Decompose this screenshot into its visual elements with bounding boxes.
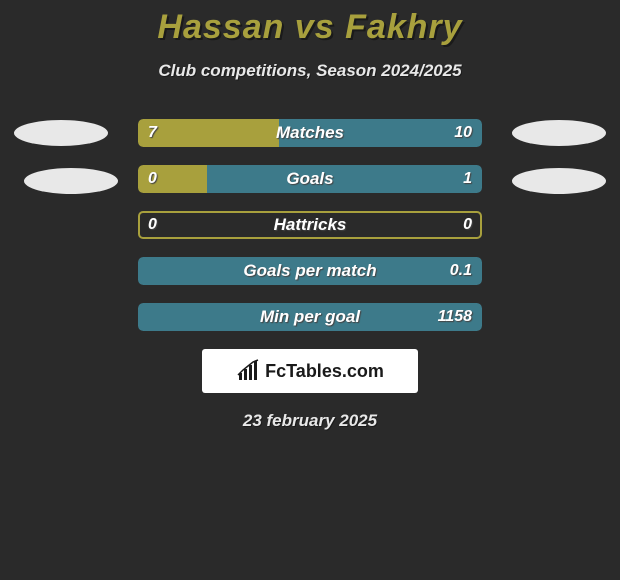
stats-area: Matches710Goals01Hattricks00Goals per ma… — [0, 119, 620, 331]
player-ellipse-left — [24, 168, 118, 194]
stat-label: Goals — [138, 165, 482, 193]
footer-date: 23 february 2025 — [0, 411, 620, 431]
stat-value-left: 0 — [148, 211, 157, 239]
stat-value-left: 7 — [148, 119, 157, 147]
stat-label: Hattricks — [138, 211, 482, 239]
player-ellipse-right — [512, 168, 606, 194]
player-ellipse-right — [512, 120, 606, 146]
stat-value-right: 0 — [463, 211, 472, 239]
stat-row: Goals0 1 — [0, 165, 620, 193]
stat-label: Min per goal — [138, 303, 482, 331]
stat-value-right: 1158 — [438, 303, 472, 331]
comparison-infographic: Hassan vs Fakhry Club competitions, Seas… — [0, 0, 620, 580]
stat-value-right: 0.1 — [450, 257, 472, 285]
attribution-text: FcTables.com — [265, 361, 384, 382]
attribution-badge: FcTables.com — [202, 349, 418, 393]
stat-label: Goals per match — [138, 257, 482, 285]
stat-value-right: 1 — [463, 165, 472, 193]
player-ellipse-left — [14, 120, 108, 146]
stat-value-right: 10 — [454, 119, 472, 147]
page-title: Hassan vs Fakhry — [0, 0, 620, 47]
page-subtitle: Club competitions, Season 2024/2025 — [0, 61, 620, 81]
bar-chart-icon — [236, 359, 260, 383]
stat-row: Matches7 10 — [0, 119, 620, 147]
stat-label: Matches — [138, 119, 482, 147]
stat-row: Hattricks0 0 — [0, 211, 620, 239]
stat-row: Goals per match0.1 — [0, 257, 620, 285]
stat-row: Min per goal1158 — [0, 303, 620, 331]
stat-value-left: 0 — [148, 165, 157, 193]
